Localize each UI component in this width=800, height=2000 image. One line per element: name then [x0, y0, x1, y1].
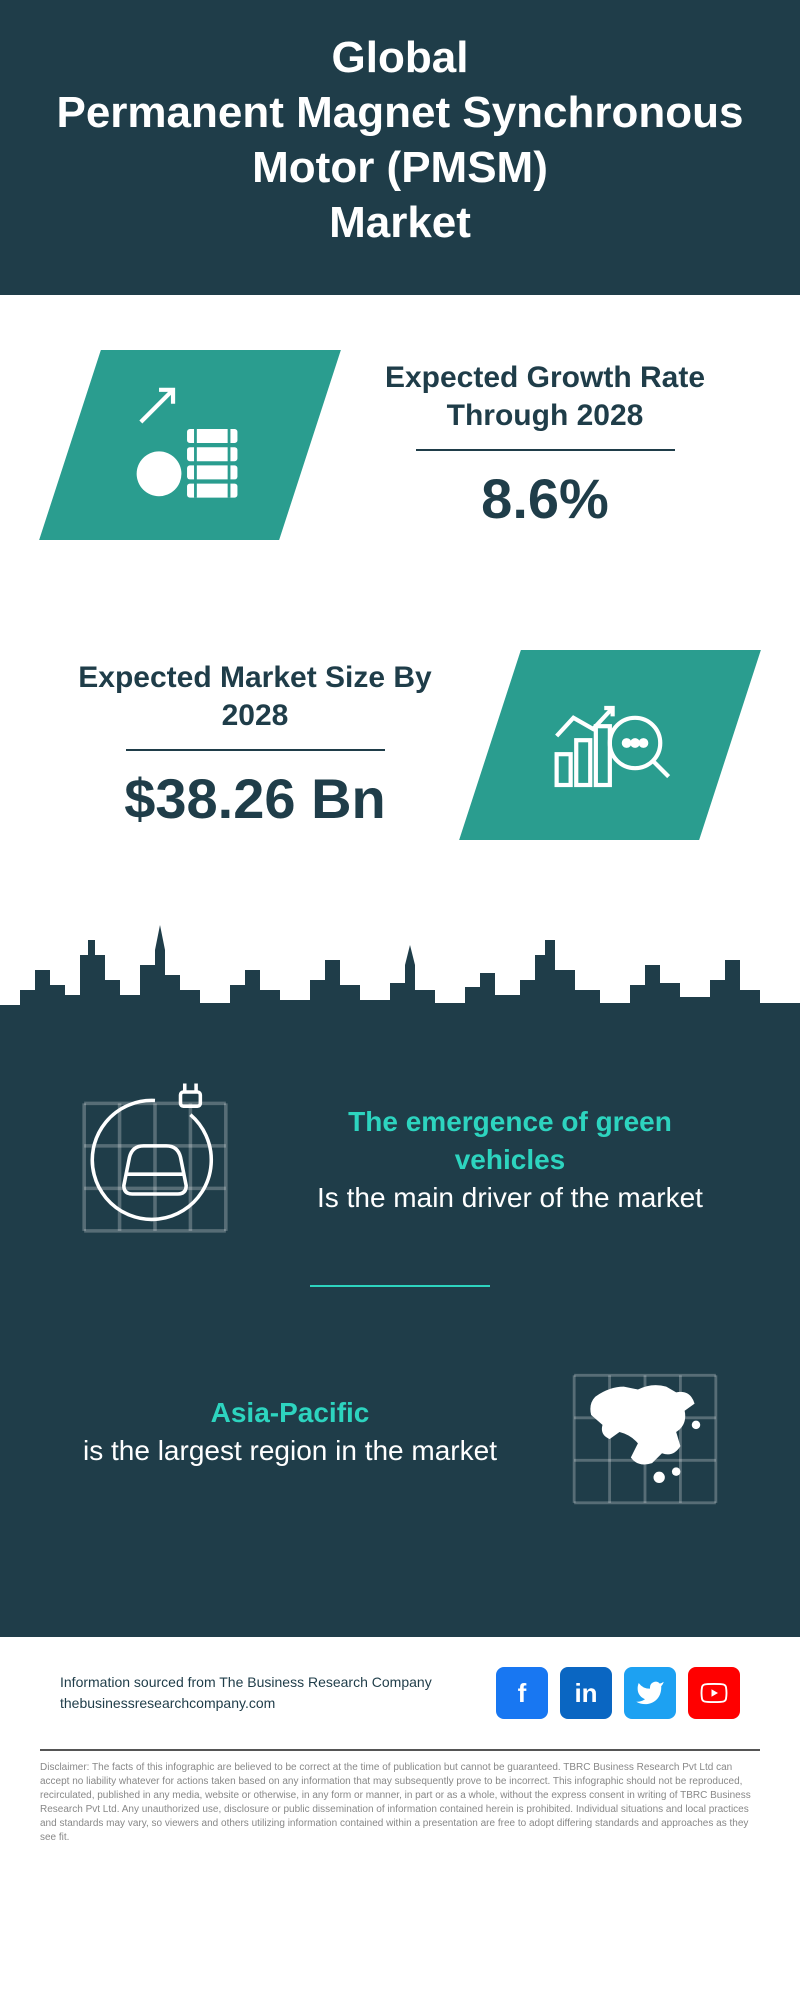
facebook-icon[interactable]: f	[496, 1667, 548, 1719]
size-text: Expected Market Size By 2028 $38.26 Bn	[70, 659, 440, 831]
analysis-icon-container	[459, 650, 761, 840]
driver-rest: Is the main driver of the market	[290, 1179, 730, 1217]
growth-text: Expected Growth Rate Through 2028 8.6%	[360, 359, 730, 531]
region-row: Asia-Pacific is the largest region in th…	[70, 1347, 730, 1517]
region-text: Asia-Pacific is the largest region in th…	[70, 1394, 510, 1470]
driver-text: The emergence of green vehicles Is the m…	[290, 1103, 730, 1216]
svg-text:$: $	[151, 460, 167, 491]
divider	[416, 449, 675, 451]
social-icons: f in	[496, 1667, 740, 1719]
source-line1: Information sourced from The Business Re…	[60, 1672, 432, 1693]
money-growth-icon: $	[120, 373, 260, 513]
driver-row: The emergence of green vehicles Is the m…	[70, 1075, 730, 1245]
asia-map-icon	[560, 1347, 730, 1517]
size-value: $38.26 Bn	[70, 766, 440, 831]
market-size-block: Expected Market Size By 2028 $38.26 Bn	[0, 595, 800, 895]
growth-label: Expected Growth Rate Through 2028	[360, 359, 730, 449]
chart-analysis-icon	[540, 673, 680, 813]
region-rest: is the largest region in the market	[70, 1432, 510, 1470]
map-icon-container	[560, 1347, 730, 1517]
linkedin-icon[interactable]: in	[560, 1667, 612, 1719]
disclaimer-text: Disclaimer: The facts of this infographi…	[40, 1761, 760, 1845]
youtube-icon[interactable]	[688, 1667, 740, 1719]
source-line2: thebusinessresearchcompany.com	[60, 1693, 432, 1714]
growth-icon-container: $	[39, 350, 341, 540]
header-banner: Global Permanent Magnet Synchronous Moto…	[0, 0, 800, 295]
growth-value: 8.6%	[360, 466, 730, 531]
ev-car-icon	[70, 1075, 240, 1245]
source-text: Information sourced from The Business Re…	[60, 1672, 432, 1714]
footer: Information sourced from The Business Re…	[0, 1637, 800, 1749]
growth-rate-block: $ Expected Growth Rate Through 2028 8.6%	[0, 295, 800, 595]
section-divider	[310, 1285, 490, 1287]
page-title: Global Permanent Magnet Synchronous Moto…	[40, 30, 760, 250]
disclaimer-section: Disclaimer: The facts of this infographi…	[0, 1749, 800, 1875]
region-highlight: Asia-Pacific	[70, 1394, 510, 1432]
driver-highlight: The emergence of green vehicles	[290, 1103, 730, 1179]
divider	[126, 749, 385, 751]
ev-icon-container	[70, 1075, 240, 1245]
twitter-icon[interactable]	[624, 1667, 676, 1719]
disclaimer-rule	[40, 1749, 760, 1751]
size-label: Expected Market Size By 2028	[70, 659, 440, 749]
insights-section: The emergence of green vehicles Is the m…	[0, 1035, 800, 1637]
skyline-divider	[0, 895, 800, 1035]
